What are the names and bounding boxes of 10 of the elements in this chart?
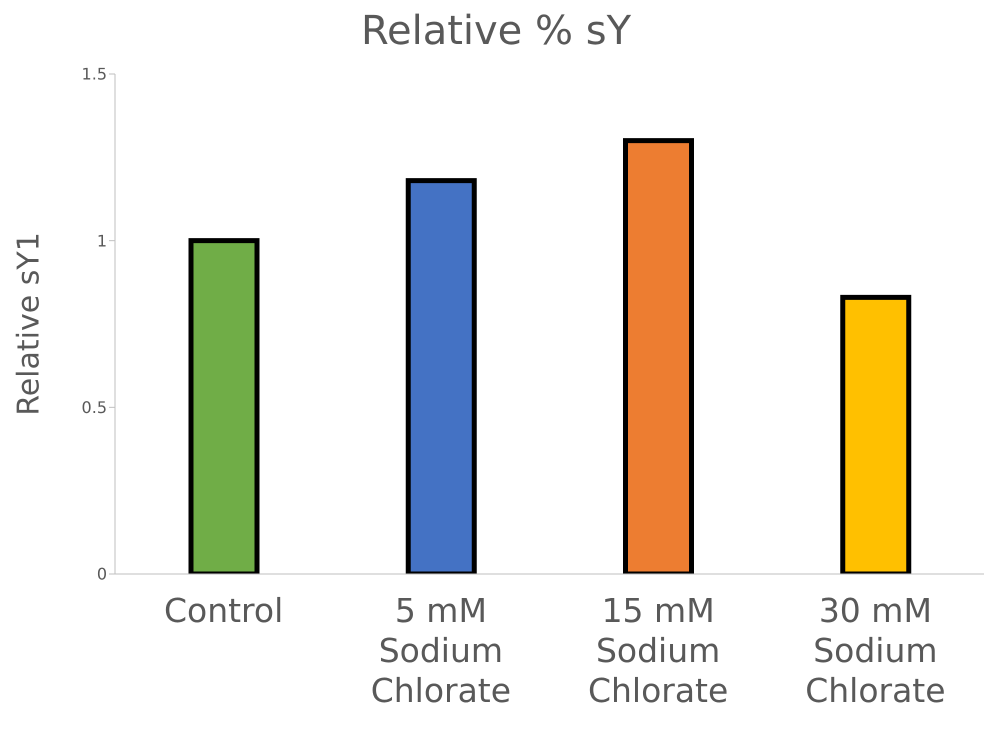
y-axis-title: Relative sY1 xyxy=(12,232,47,416)
x-tick-label: 15 mM Sodium Chlorate xyxy=(588,591,728,710)
chart-title: Relative % sY xyxy=(360,8,632,54)
y-tick-label: 0 xyxy=(96,564,107,584)
x-tick-label: Control xyxy=(164,591,284,630)
y-tick-label: 1 xyxy=(96,231,107,250)
y-tick-label: 0.5 xyxy=(82,398,107,418)
x-tick-label: 30 mM Sodium Chlorate xyxy=(805,591,946,710)
x-tick-label: 5 mM Sodium Chlorate xyxy=(370,591,512,710)
y-tick-label: 1.5 xyxy=(82,64,107,84)
